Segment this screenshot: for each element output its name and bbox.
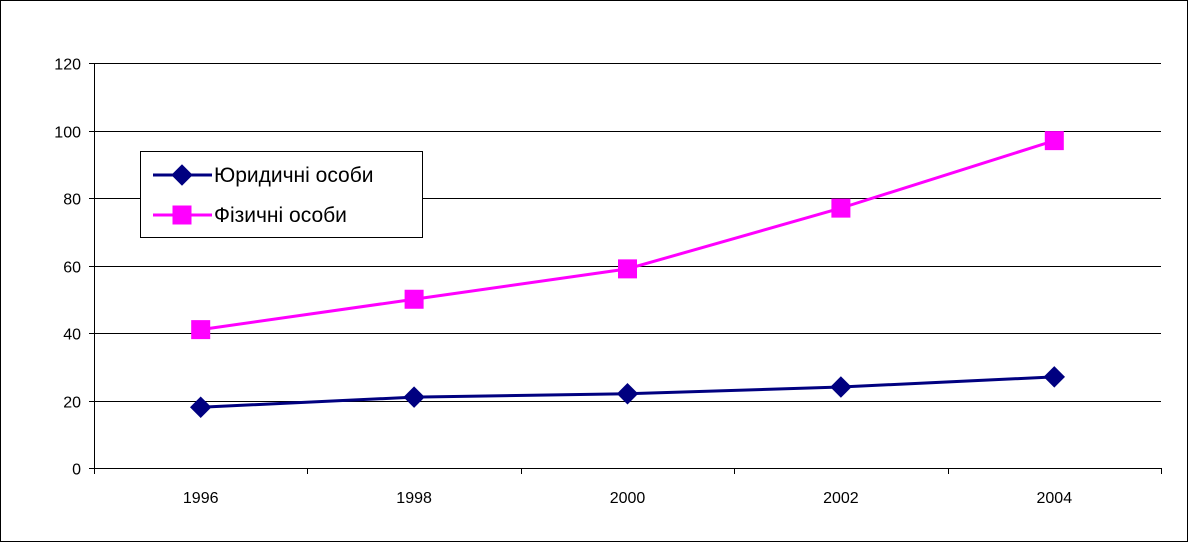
data-point-series-2-2004 [1044,131,1064,151]
axes [89,63,1162,474]
data-point-series-2-2002 [831,198,851,218]
legend-label-series-1: Юридичні особи [214,164,374,187]
x-tick-label: 1996 [183,490,219,507]
y-tick-labels: 0 20 40 60 80 100 120 [54,57,81,479]
data-point-series-1-1998 [403,386,425,408]
y-tick-label: 80 [63,192,81,209]
x-tick-label: 2002 [823,490,859,507]
data-point-series-2-1998 [404,289,424,309]
legend-label-series-2: Фізичні особи [214,204,347,227]
x-tick-label: 2004 [1037,490,1073,507]
diamond-marker-icon [171,164,193,186]
data-point-series-2-2000 [618,259,637,279]
x-tick-labels: 1996 1998 2000 2002 2004 [183,490,1072,507]
y-tick-label: 60 [63,260,81,277]
data-point-series-1-2002 [830,376,852,398]
legend: Юридичні особи Фізичні особи [140,151,423,238]
y-tick-label: 100 [54,125,81,142]
data-point-series-1-2004 [1043,366,1066,388]
data-point-series-1-2000 [616,383,639,405]
series [189,131,1066,418]
data-point-series-2-1996 [191,320,211,340]
y-tick-label: 20 [63,395,81,412]
x-tick-label: 2000 [610,490,646,507]
square-marker-icon [172,205,192,225]
data-point-series-1-1996 [189,396,212,418]
y-tick-label: 120 [54,57,81,74]
y-tick-label: 0 [72,462,81,479]
x-tick-label: 1998 [396,490,432,507]
y-tick-label: 40 [63,327,81,344]
